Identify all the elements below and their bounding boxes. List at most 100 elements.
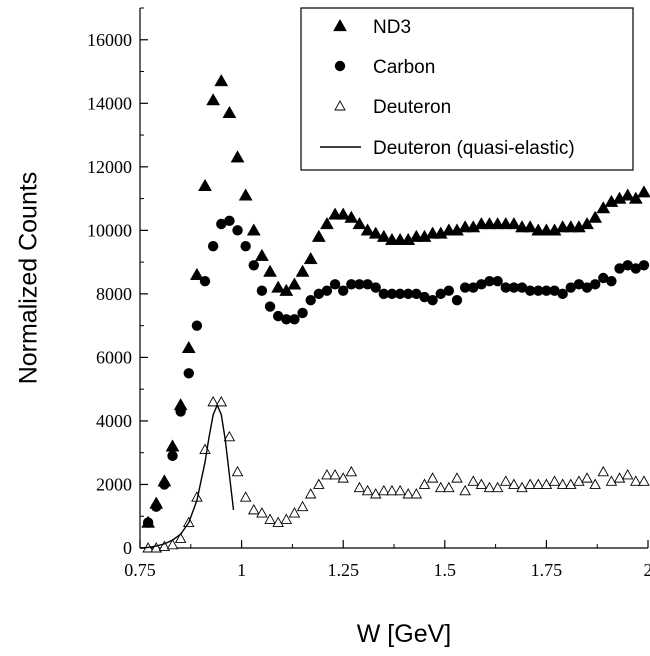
data-point <box>378 288 390 300</box>
series-0 <box>141 74 650 528</box>
data-point <box>279 283 294 296</box>
data-point <box>158 540 171 551</box>
data-point <box>637 185 650 198</box>
data-point <box>199 443 211 454</box>
data-point <box>321 469 333 480</box>
y-tick-label: 8000 <box>96 284 132 304</box>
data-point <box>311 229 326 242</box>
data-point <box>508 282 520 293</box>
data-point <box>272 516 284 528</box>
data-point <box>378 484 390 496</box>
data-point <box>491 481 504 493</box>
data-point <box>329 279 341 290</box>
data-point <box>434 481 447 493</box>
data-point <box>214 74 229 87</box>
data-point <box>376 229 391 242</box>
data-point <box>394 484 406 496</box>
data-point <box>443 481 455 493</box>
data-point <box>541 285 552 296</box>
data-point <box>467 475 480 486</box>
data-point <box>256 285 268 296</box>
data-point <box>207 395 219 407</box>
data-point <box>638 475 650 486</box>
data-point <box>451 472 463 483</box>
data-point <box>289 314 300 325</box>
tick-marks <box>139 7 649 549</box>
data-point <box>230 150 245 163</box>
data-point <box>613 472 626 483</box>
x-tick-label: 1.5 <box>434 560 457 580</box>
data-point <box>303 251 318 265</box>
data-point <box>206 93 221 106</box>
data-point <box>281 314 292 325</box>
data-point <box>238 188 253 201</box>
legend-marker <box>334 100 346 111</box>
data-point <box>304 488 317 499</box>
y-tick-label: 2000 <box>96 474 132 494</box>
data-point <box>189 267 204 280</box>
data-point <box>499 475 512 486</box>
data-point <box>459 484 471 496</box>
data-point <box>622 260 633 271</box>
data-point <box>264 513 276 524</box>
data-point <box>588 210 603 223</box>
tick-labels: 0 2000 4000 6000 8000 10000 12000 14000 16000 0.7… <box>87 30 650 580</box>
data-point <box>476 279 487 290</box>
data-point <box>419 291 430 303</box>
data-point <box>353 481 366 493</box>
data-point <box>321 285 333 296</box>
data-point <box>523 220 538 233</box>
legend-label: Carbon <box>373 57 435 78</box>
data-point <box>150 542 163 553</box>
legend-marker <box>333 18 347 32</box>
data-point <box>606 275 617 287</box>
data-point <box>500 282 511 293</box>
data-point <box>557 288 568 300</box>
data-point <box>581 282 593 293</box>
data-point <box>287 277 302 290</box>
data-point <box>598 272 609 284</box>
data-point <box>370 282 381 293</box>
y-tick-label: 6000 <box>96 347 132 367</box>
y-axis-label: Normalized Counts <box>15 172 43 385</box>
series-3 <box>139 403 235 549</box>
data-point <box>354 279 365 290</box>
data-point <box>313 288 325 300</box>
data-point <box>565 282 576 293</box>
data-point <box>167 450 178 462</box>
data-point <box>360 223 375 236</box>
data-point <box>483 481 496 493</box>
data-point <box>638 260 650 271</box>
data-point <box>630 475 642 486</box>
data-point <box>580 216 594 230</box>
data-point <box>240 241 251 252</box>
data-point <box>532 478 545 489</box>
data-point <box>320 216 334 230</box>
legend: ND3 Carbon Deuteron Deuteron (quasi-elastic… <box>300 7 634 171</box>
data-point <box>248 260 259 271</box>
data-point <box>597 465 610 477</box>
data-point <box>411 288 422 300</box>
data-point <box>484 275 495 287</box>
data-point <box>337 472 349 483</box>
data-point <box>151 501 162 512</box>
data-point <box>540 478 553 489</box>
data-point <box>232 225 243 236</box>
data-point <box>296 500 309 512</box>
data-point <box>492 275 503 287</box>
data-point <box>336 207 351 220</box>
data-point <box>361 484 374 496</box>
data-point <box>224 215 235 227</box>
x-tick-label: 0.75 <box>124 560 156 580</box>
data-point <box>199 275 211 287</box>
data-point <box>329 469 341 480</box>
data-point <box>403 288 414 300</box>
data-point <box>475 478 488 489</box>
data-point <box>630 263 642 274</box>
data-point <box>426 472 439 483</box>
y-tick-label: 10000 <box>87 220 132 240</box>
data-point <box>386 484 398 496</box>
x-tick-label: 1.75 <box>531 560 563 580</box>
data-point <box>565 478 577 489</box>
